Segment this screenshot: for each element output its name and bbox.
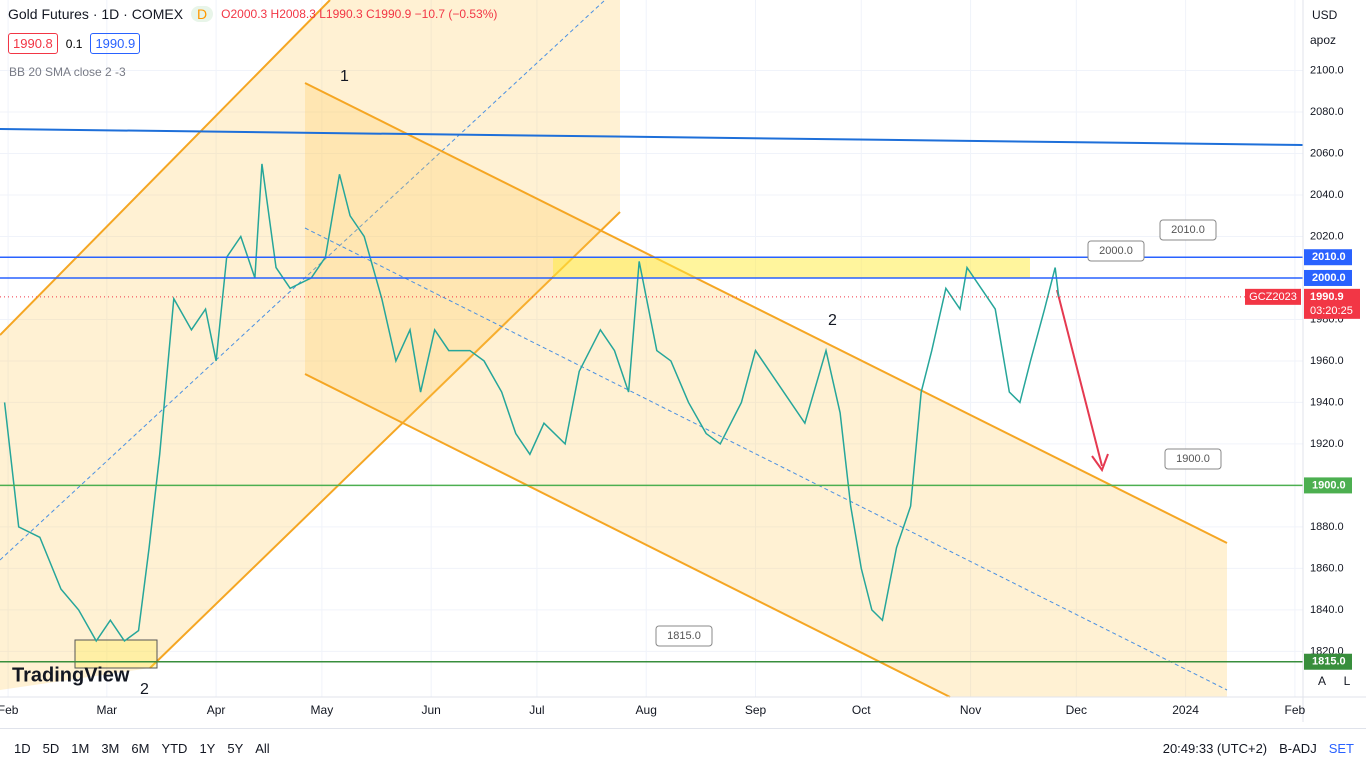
channel-line bbox=[149, 211, 621, 669]
channel-line bbox=[0, 0, 331, 336]
level-label: 1815.0 bbox=[1312, 656, 1346, 668]
currency[interactable]: USD bbox=[1312, 8, 1338, 22]
callout-label: 2010.0 bbox=[1171, 224, 1205, 236]
y-tick-label: 1880.0 bbox=[1310, 521, 1344, 533]
channel-mid bbox=[304, 227, 1228, 691]
ohlc: O2000.3 H2008.3 L1990.3 C1990.9 −10.7 (−… bbox=[221, 7, 498, 21]
y-tick-label: 2060.0 bbox=[1310, 147, 1344, 159]
timeframe[interactable]: YTD bbox=[161, 741, 188, 756]
timeframe[interactable]: 6M bbox=[131, 741, 150, 756]
arrow bbox=[1056, 289, 1103, 467]
timeframe[interactable]: 3M bbox=[101, 741, 120, 756]
y-tick-label: 1860.0 bbox=[1310, 562, 1344, 574]
trend-line bbox=[0, 128, 1304, 146]
callout-label: 1900.0 bbox=[1176, 453, 1210, 465]
last-price-bg bbox=[1304, 288, 1360, 319]
y-tick-label: 2080.0 bbox=[1310, 106, 1344, 118]
level-label: 2010.0 bbox=[1312, 251, 1346, 263]
x-tick-label: Feb bbox=[1285, 703, 1306, 717]
ascending-channel bbox=[0, 0, 620, 690]
spread: 0.1 bbox=[65, 36, 83, 51]
x-tick-label: Aug bbox=[636, 703, 657, 717]
y-tick-label: 1840.0 bbox=[1310, 604, 1344, 616]
x-tick-label: Apr bbox=[207, 703, 226, 717]
channel-mid bbox=[0, 0, 606, 561]
y-tick-label: 1940.0 bbox=[1310, 396, 1344, 408]
callout bbox=[1164, 448, 1222, 470]
scale-button[interactable]: L bbox=[1344, 674, 1351, 688]
x-tick-label: Feb bbox=[0, 703, 19, 717]
y-tick-label: 2020.0 bbox=[1310, 230, 1344, 242]
indicator: BB 20 SMA close 2 -3 bbox=[9, 65, 126, 79]
callout bbox=[1087, 240, 1145, 262]
symbol-label: GCZ2023 bbox=[1249, 291, 1297, 303]
header: Gold Futures · 1D · COMEX D O2000.3 H200… bbox=[8, 6, 497, 22]
last-price: 1990.9 bbox=[1310, 291, 1344, 303]
x-tick-label: Nov bbox=[960, 703, 981, 717]
x-tick-label: Mar bbox=[96, 703, 117, 717]
symbol: Gold Futures · 1D · COMEX bbox=[8, 6, 184, 22]
x-tick-label: May bbox=[311, 703, 334, 717]
annotation: 2 bbox=[828, 312, 837, 329]
level-label-bg bbox=[1304, 653, 1352, 670]
level-label-bg bbox=[1304, 477, 1352, 494]
buy-button[interactable]: 1990.9 bbox=[90, 33, 141, 54]
bottom-toolbar: 1D 5D 1M 3M 6M YTD 1Y 5Y All 20:49:33 (UTC+2) B-… bbox=[0, 728, 1366, 768]
timeframe[interactable]: All bbox=[255, 741, 270, 756]
scale-button[interactable]: A bbox=[1318, 674, 1326, 688]
y-tick-label: 2040.0 bbox=[1310, 189, 1344, 201]
channel-line bbox=[304, 373, 951, 698]
session[interactable]: SET bbox=[1328, 741, 1354, 756]
setting[interactable]: apoz bbox=[1310, 33, 1336, 47]
adjustment[interactable]: B-ADJ bbox=[1279, 741, 1317, 756]
x-tick-label: Dec bbox=[1066, 703, 1087, 717]
timeframe[interactable]: 1D bbox=[14, 741, 31, 756]
symbol-bg bbox=[1245, 288, 1301, 305]
callout-label: 1815.0 bbox=[667, 630, 701, 642]
x-tick-label: Sep bbox=[745, 703, 767, 717]
zone bbox=[553, 258, 1030, 278]
countdown: 03:20:25 bbox=[1310, 305, 1353, 317]
level-label: 2000.0 bbox=[1312, 272, 1346, 284]
price-line bbox=[3, 163, 1060, 643]
timeframe[interactable]: 1Y bbox=[199, 741, 216, 756]
x-tick-label: Jul bbox=[529, 703, 544, 717]
timeframe[interactable]: 5Y bbox=[227, 741, 244, 756]
timeframes: 1D 5D 1M 3M 6M YTD 1Y 5Y All bbox=[8, 741, 276, 756]
channel-line bbox=[304, 82, 1228, 544]
annotation: 1 bbox=[340, 68, 349, 85]
level-label-bg bbox=[1304, 269, 1352, 286]
timeframe[interactable]: 5D bbox=[42, 741, 60, 756]
level-label: 1900.0 bbox=[1312, 479, 1346, 491]
clock: 20:49:33 (UTC+2) bbox=[1162, 741, 1268, 756]
price-axis bbox=[1303, 0, 1366, 722]
descending-channel bbox=[305, 83, 1227, 697]
x-tick-label: 2024 bbox=[1172, 703, 1199, 717]
level-label-bg bbox=[1304, 249, 1352, 266]
trade-buttons: 1990.8 0.1 1990.9 bbox=[8, 33, 141, 54]
annotation: 2 bbox=[140, 681, 149, 698]
y-tick-label: 1960.0 bbox=[1310, 355, 1344, 367]
sell-button[interactable]: 1990.8 bbox=[8, 33, 58, 54]
chart: 2010.0 2000.0 1900.0 1815.0 1 2 2 TradingVi… bbox=[0, 0, 1366, 722]
logo: TradingView bbox=[12, 664, 130, 686]
arrow-head bbox=[1091, 453, 1109, 473]
callout-label: 2000.0 bbox=[1099, 245, 1133, 257]
callout bbox=[1159, 219, 1217, 241]
x-tick-label: Oct bbox=[852, 703, 871, 717]
timeframe[interactable]: 1M bbox=[71, 741, 90, 756]
x-tick-label: Jun bbox=[421, 703, 440, 717]
zone bbox=[74, 639, 158, 669]
badge: D bbox=[191, 6, 214, 22]
y-tick-label: 2100.0 bbox=[1310, 64, 1344, 76]
callout bbox=[655, 625, 713, 647]
y-tick-label: 1920.0 bbox=[1310, 438, 1344, 450]
